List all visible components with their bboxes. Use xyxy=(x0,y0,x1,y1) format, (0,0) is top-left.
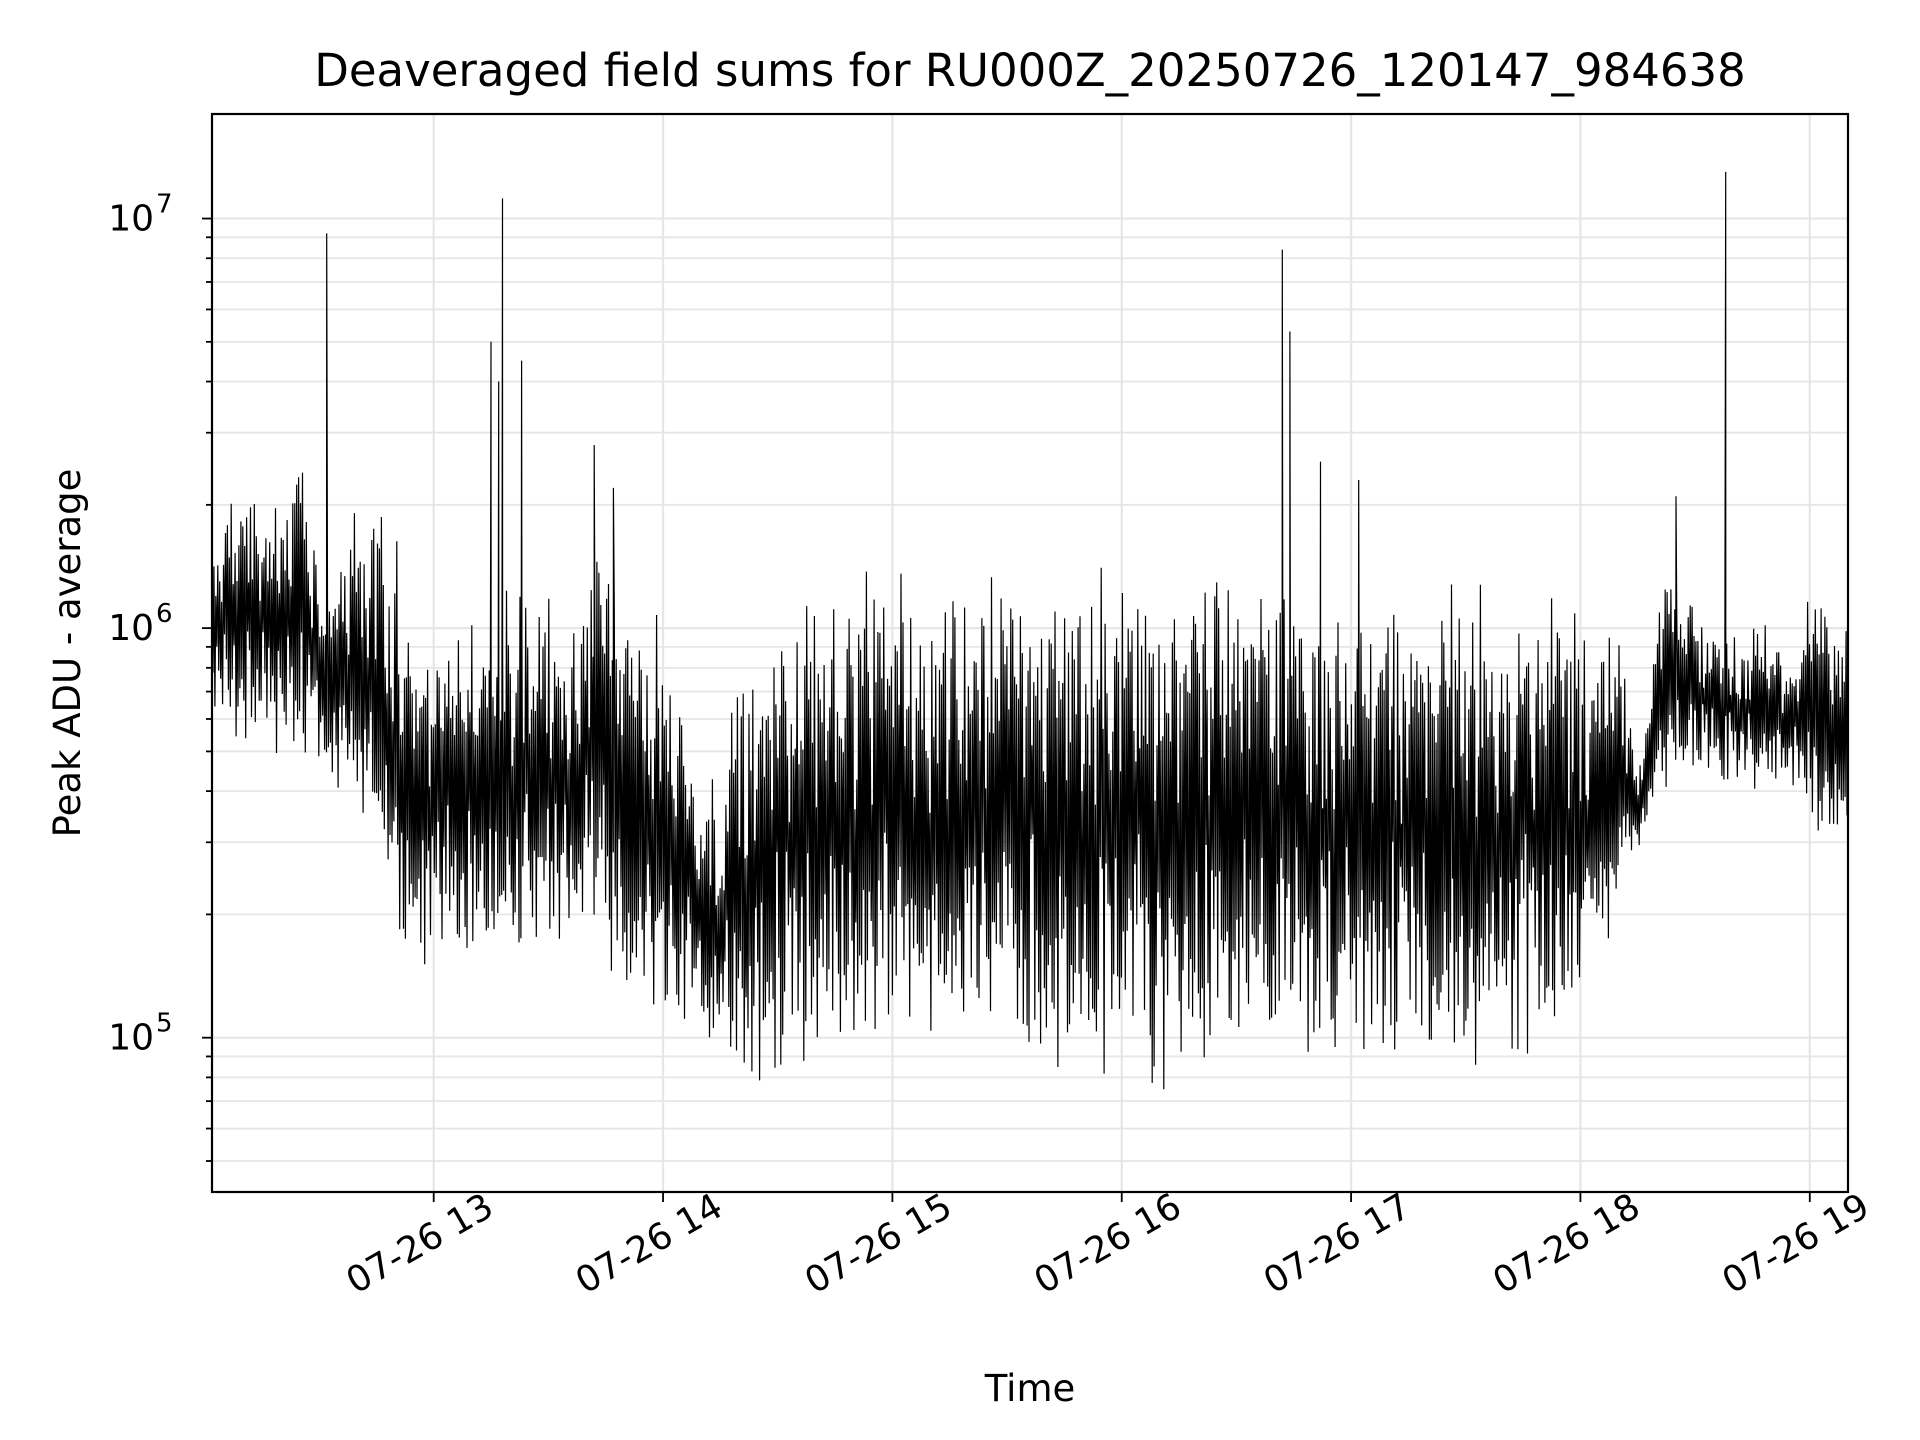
y-axis-label: Peak ADU - average xyxy=(46,469,89,838)
y-tick-label: 10 xyxy=(108,1018,154,1059)
plot-area-frame xyxy=(210,112,1850,1194)
chart-title: Deaveraged field sums for RU000Z_2025072… xyxy=(314,44,1746,97)
y-tick-label-exponent: 5 xyxy=(156,1009,173,1039)
y-tick-label-exponent: 7 xyxy=(156,190,173,220)
y-tick-label-exponent: 6 xyxy=(156,599,173,629)
data-layer xyxy=(211,171,1849,1090)
y-tick-label: 10 xyxy=(108,199,154,240)
x-axis-label: Time xyxy=(984,1367,1076,1410)
y-tick-label: 10 xyxy=(108,608,154,649)
data-series-line xyxy=(211,171,1849,1090)
